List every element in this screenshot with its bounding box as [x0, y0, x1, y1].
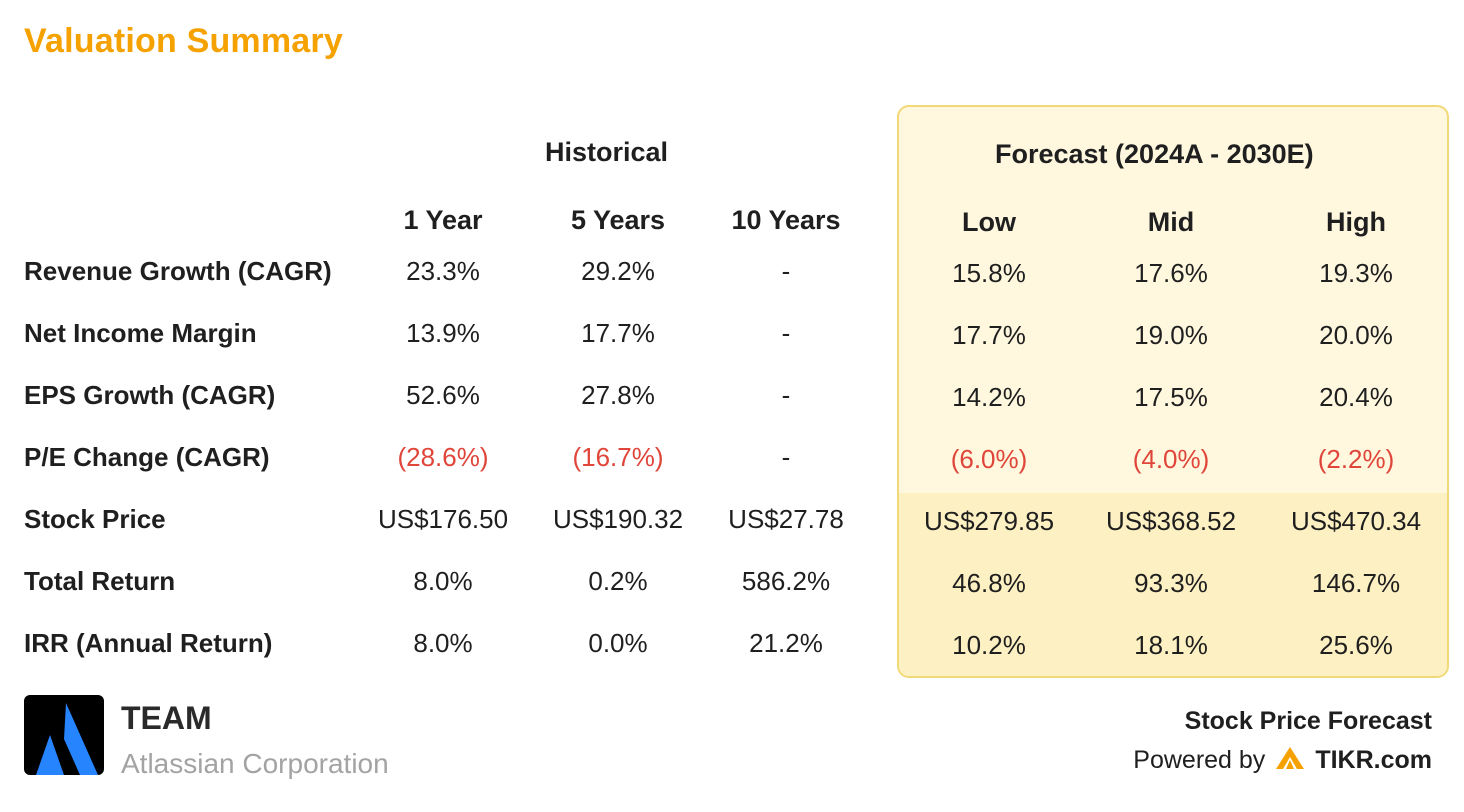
forecast-cell: US$279.85 [923, 506, 1055, 536]
powered-by: Powered by TIKR.com [1133, 746, 1432, 775]
historical-cell: (16.7%) [572, 442, 664, 472]
historical-cell: - [781, 318, 791, 348]
historical-cell: US$176.50 [377, 504, 509, 534]
forecast-cell: 17.6% [1134, 258, 1208, 288]
tikr-logo-icon [1275, 746, 1305, 775]
forecast-cell: (6.0%) [950, 444, 1028, 474]
historical-cell: 23.3% [406, 256, 480, 286]
forecast-lower-band [899, 493, 1447, 676]
powered-by-label: Powered by [1133, 746, 1266, 774]
row-label: Net Income Margin [24, 318, 257, 348]
forecast-cell: 18.1% [1134, 630, 1208, 660]
historical-cell: 52.6% [406, 380, 480, 410]
atlassian-logo-icon [24, 695, 104, 775]
forecast-column-header: Low [962, 207, 1016, 237]
stock-price-forecast-label: Stock Price Forecast [1184, 707, 1432, 735]
historical-cell: 29.2% [581, 256, 655, 286]
forecast-header: Forecast (2024A - 2030E) [995, 139, 1314, 169]
historical-cell: - [781, 442, 791, 472]
forecast-cell: 10.2% [952, 630, 1026, 660]
forecast-cell: 46.8% [952, 568, 1026, 598]
historical-cell: 21.2% [749, 628, 823, 658]
forecast-column-header: Mid [1147, 207, 1195, 237]
tikr-brand: TIKR.com [1315, 746, 1432, 774]
historical-column-header: 1 Year [403, 205, 483, 235]
forecast-cell: 19.3% [1319, 258, 1393, 288]
forecast-cell: 17.7% [952, 320, 1026, 350]
row-label: Stock Price [24, 504, 166, 534]
historical-cell: US$27.78 [728, 504, 844, 534]
forecast-cell: (4.0%) [1132, 444, 1210, 474]
forecast-cell: 17.5% [1134, 382, 1208, 412]
row-label: EPS Growth (CAGR) [24, 380, 276, 410]
historical-cell: (28.6%) [397, 442, 489, 472]
page-title: Valuation Summary [24, 22, 343, 60]
historical-cell: US$190.32 [552, 504, 684, 534]
forecast-cell: 93.3% [1134, 568, 1208, 598]
forecast-cell: 19.0% [1134, 320, 1208, 350]
forecast-cell: US$368.52 [1105, 506, 1237, 536]
historical-cell: 13.9% [406, 318, 480, 348]
forecast-panel [897, 105, 1449, 678]
historical-cell: 0.0% [588, 628, 648, 658]
forecast-cell: 14.2% [952, 382, 1026, 412]
historical-column-header: 10 Years [731, 205, 841, 235]
historical-cell: 0.2% [588, 566, 648, 596]
historical-cell: 8.0% [413, 566, 473, 596]
company-name: Atlassian Corporation [121, 748, 389, 779]
historical-cell: 586.2% [741, 566, 831, 596]
historical-cell: - [781, 256, 791, 286]
forecast-cell: 20.4% [1319, 382, 1393, 412]
historical-cell: 27.8% [581, 380, 655, 410]
row-label: Total Return [24, 566, 176, 596]
company-ticker: TEAM [121, 700, 212, 736]
forecast-cell: 146.7% [1311, 568, 1401, 598]
forecast-cell: 25.6% [1319, 630, 1393, 660]
forecast-cell: 15.8% [952, 258, 1026, 288]
forecast-cell: 20.0% [1319, 320, 1393, 350]
historical-column-header: 5 Years [570, 205, 666, 235]
row-label: IRR (Annual Return) [24, 628, 273, 658]
historical-cell: 8.0% [413, 628, 473, 658]
forecast-cell: (2.2%) [1317, 444, 1395, 474]
row-label: Revenue Growth (CAGR) [24, 256, 332, 286]
forecast-column-header: High [1326, 207, 1386, 237]
historical-cell: 17.7% [581, 318, 655, 348]
historical-header: Historical [545, 137, 669, 167]
forecast-cell: US$470.34 [1290, 506, 1422, 536]
row-label: P/E Change (CAGR) [24, 442, 270, 472]
historical-cell: - [781, 380, 791, 410]
